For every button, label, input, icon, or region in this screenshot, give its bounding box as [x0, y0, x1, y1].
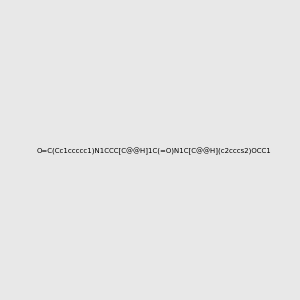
- Text: O=C(Cc1ccccc1)N1CCC[C@@H]1C(=O)N1C[C@@H](c2cccs2)OCC1: O=C(Cc1ccccc1)N1CCC[C@@H]1C(=O)N1C[C@@H]…: [36, 148, 271, 155]
